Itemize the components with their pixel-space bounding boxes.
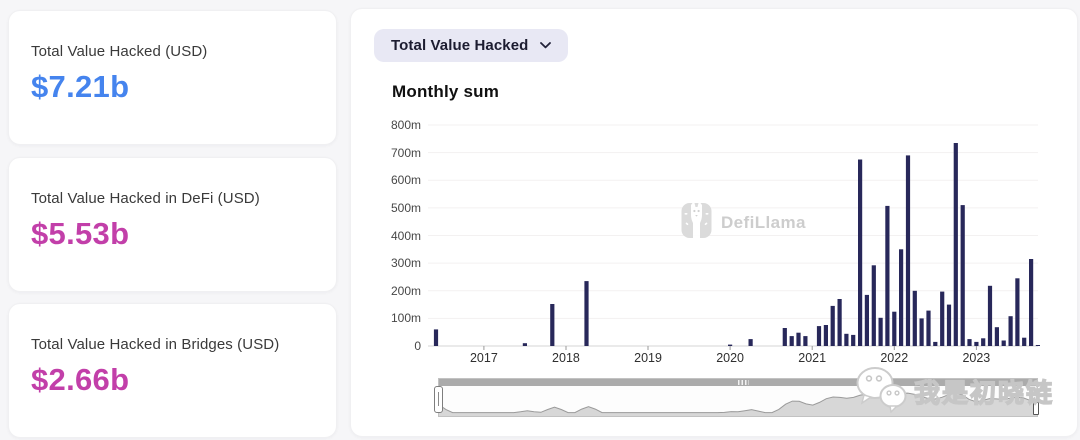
bar-month	[823, 325, 828, 346]
bar-month	[864, 294, 869, 346]
x-axis-tick-label: 2023	[962, 351, 991, 365]
slider-scroll-bar[interactable]	[439, 379, 1037, 386]
bar-month	[960, 205, 965, 346]
bar-month	[926, 310, 931, 346]
y-axis-tick-label: 300m	[390, 256, 421, 271]
bar-month	[946, 304, 952, 346]
bar-month	[967, 339, 972, 346]
bar-month	[728, 344, 733, 346]
y-axis-tick-label: 0	[414, 339, 421, 353]
bar-month	[1022, 337, 1027, 346]
slider-right-handle[interactable]	[1033, 402, 1039, 415]
bar-month	[584, 281, 589, 346]
bar-month	[837, 299, 842, 346]
stat-card-total-value-hacked: Total Value Hacked (USD) $7.21b	[8, 10, 337, 145]
bar-month	[981, 338, 986, 346]
x-axis-tick-label: 2021	[798, 351, 827, 365]
metric-dropdown-label: Total Value Hacked	[391, 37, 529, 54]
stat-card-defi-value-hacked: Total Value Hacked in DeFi (USD) $5.53b	[8, 157, 337, 292]
bar-month	[878, 317, 883, 346]
bar-month	[522, 343, 527, 346]
bar-month	[940, 291, 945, 346]
chevron-down-icon	[540, 42, 552, 49]
bar-month	[1035, 345, 1040, 346]
bar-month	[871, 265, 876, 346]
stat-card-value: $2.66b	[31, 361, 130, 397]
brand-watermark: DefiLlama	[681, 201, 806, 244]
bar-month	[782, 328, 787, 346]
x-axis-tick-label: 2020	[716, 351, 745, 365]
x-axis-tick-label: 2022	[880, 351, 909, 365]
bar-month	[830, 305, 835, 346]
bar-month	[912, 290, 917, 347]
bar-month	[816, 326, 822, 346]
stat-card-value: $7.21b	[31, 68, 130, 104]
bar-month	[550, 304, 555, 346]
bar-month	[789, 336, 794, 346]
bar-month	[1015, 278, 1020, 346]
stat-card-label: Total Value Hacked (USD)	[31, 42, 208, 60]
y-axis-tick-label: 700m	[390, 145, 421, 160]
bar-month	[1029, 259, 1034, 346]
bar-month	[899, 249, 904, 346]
slider-grip-handle[interactable]	[736, 380, 749, 385]
defillama-llama-logo	[681, 201, 712, 244]
bar-month	[953, 143, 958, 346]
y-axis-tick-label: 500m	[390, 200, 421, 215]
y-axis-tick-label: 100m	[390, 311, 421, 326]
stat-card-label: Total Value Hacked in Bridges (USD)	[31, 335, 280, 353]
bar-month	[858, 159, 863, 346]
bar-month	[974, 341, 979, 346]
bar-month	[748, 339, 753, 346]
y-axis-tick-label: 600m	[390, 173, 421, 188]
slider-minimap-area	[439, 392, 1037, 416]
x-axis-tick-label: 2017	[469, 351, 498, 365]
bar-month	[844, 333, 849, 346]
bar-month	[892, 311, 897, 346]
bar-month	[933, 341, 938, 346]
y-axis-tick-label: 400m	[390, 228, 421, 243]
brand-watermark-text: DefiLlama	[721, 212, 806, 232]
bar-month	[433, 329, 439, 346]
bar-month	[1001, 340, 1006, 346]
slider-left-handle[interactable]	[434, 386, 443, 413]
bar-month	[796, 332, 801, 346]
bar-month	[851, 334, 856, 346]
x-axis-tick-label: 2019	[634, 351, 662, 365]
bar-month	[987, 285, 993, 346]
stat-card-value: $5.53b	[31, 215, 130, 251]
stat-card-label: Total Value Hacked in DeFi (USD)	[31, 189, 260, 207]
bar-month	[919, 318, 924, 346]
bar-month	[1008, 316, 1013, 346]
metric-dropdown[interactable]: Total Value Hacked	[374, 29, 569, 62]
chart-title: Monthly sum	[392, 82, 500, 101]
bar-month	[803, 336, 808, 346]
y-axis-tick-label: 200m	[390, 283, 421, 298]
bar-month	[885, 205, 890, 346]
y-axis-tick-label: 800m	[390, 118, 421, 132]
x-axis-tick-label: 2018	[552, 351, 580, 365]
bar-month	[994, 327, 999, 346]
stat-card-bridges-value-hacked: Total Value Hacked in Bridges (USD) $2.6…	[8, 303, 337, 438]
hacks-chart-panel: Total Value Hacked Monthly sum	[350, 8, 1078, 437]
chart-range-slider[interactable]	[434, 378, 1039, 417]
bar-month	[905, 155, 911, 346]
